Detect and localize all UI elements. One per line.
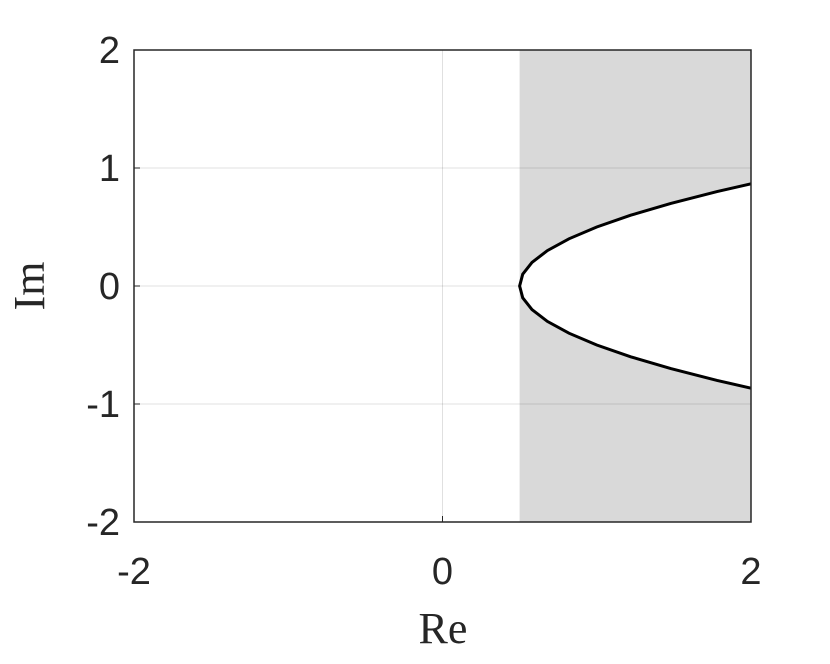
y-tick-label: -1 — [86, 384, 120, 426]
axes-box — [133, 49, 752, 523]
y-axis-label: Im — [5, 262, 54, 311]
y-tick-label: -2 — [86, 502, 120, 544]
x-tick-label: 2 — [740, 551, 761, 593]
curve — [518, 182, 752, 390]
x-axis-label: Re — [419, 604, 468, 653]
x-tick-label: 0 — [432, 551, 453, 593]
y-tick-label: 0 — [99, 266, 120, 308]
y-tick-label: 2 — [99, 30, 120, 72]
unshaded-interior — [519, 183, 751, 389]
x-tick-label: -2 — [117, 551, 151, 593]
y-tick-label: 1 — [99, 148, 120, 190]
